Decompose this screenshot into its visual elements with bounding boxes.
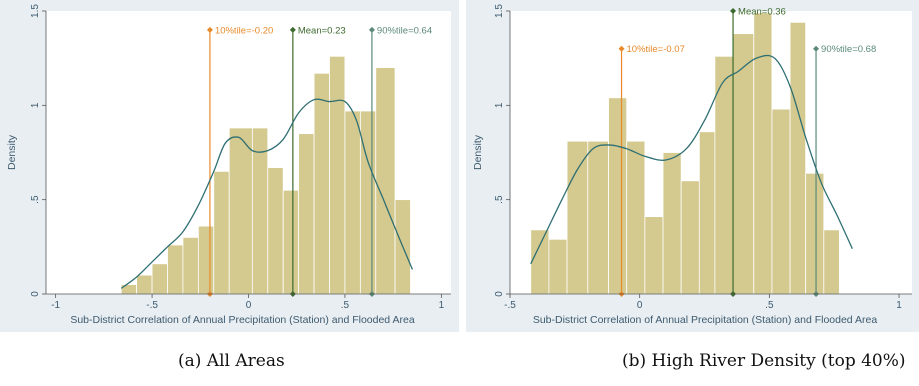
reference-label-p10: 10%tile=-0.20 <box>215 25 273 36</box>
y-tick-label: 1 <box>494 102 505 108</box>
histogram-bar <box>530 229 550 295</box>
reference-label-mean: Mean=0.36 <box>738 7 786 18</box>
histogram-bar <box>644 216 664 295</box>
histogram-bar <box>771 108 791 295</box>
histogram-bar <box>228 127 253 295</box>
x-axis-label: Sub-District Correlation of Annual Preci… <box>533 314 878 326</box>
histogram-bar <box>313 72 330 295</box>
histogram-chart-a: 10%tile=-0.20 Mean=0.23 90%tile=0.64 0 .5 1 1.… <box>0 0 459 332</box>
x-tick-label: -1 <box>51 300 60 311</box>
histogram-chart-b: 10%tile=-0.07 Mean=0.36 90%tile=0.68 0 .5 1 1.… <box>466 0 919 332</box>
histogram-bar <box>359 110 377 295</box>
reference-label-p90: 90%tile=0.68 <box>821 44 876 55</box>
histogram-bar <box>344 110 361 295</box>
histogram-bar <box>197 225 215 295</box>
histogram-bar <box>789 21 807 295</box>
reference-label-p10: 10%tile=-0.07 <box>627 44 685 55</box>
x-tick-label: 0 <box>637 300 643 311</box>
histogram-bar <box>680 180 700 295</box>
y-tick-label: 1.5 <box>494 4 505 18</box>
bars <box>530 12 840 295</box>
reference-top-marker <box>206 26 213 33</box>
y-axis-label: Density <box>472 134 484 170</box>
caption-b: (b) High River Density (top 40%) <box>622 351 906 371</box>
reference-label-mean: Mean=0.23 <box>298 25 346 36</box>
histogram-bar <box>566 140 589 295</box>
histogram-bar <box>626 140 646 295</box>
y-tick-label: 1 <box>30 102 41 108</box>
x-tick-label: .5 <box>341 300 350 311</box>
histogram-bar <box>298 133 315 295</box>
histogram-panel-b: 10%tile=-0.07 Mean=0.36 90%tile=0.68 0 .5 1 1.… <box>466 0 919 340</box>
histogram-bar <box>329 55 346 295</box>
histogram-bar <box>251 127 269 295</box>
reference-label-p90: 90%tile=0.64 <box>377 25 432 36</box>
density-curve <box>120 98 414 289</box>
reference-top-marker <box>289 26 296 33</box>
histogram-bar <box>698 131 716 295</box>
reference-top-marker <box>368 26 375 33</box>
histogram-bar <box>805 172 825 295</box>
reference-top-marker <box>730 8 737 14</box>
histogram-bar <box>182 236 199 295</box>
histogram-bar <box>151 263 168 295</box>
y-tick-label: 0 <box>30 291 41 297</box>
reference-top-marker <box>618 45 625 52</box>
histogram-bar <box>587 140 609 295</box>
histogram-bar <box>136 274 153 295</box>
histogram-bar <box>267 167 284 295</box>
histogram-bar <box>213 170 230 295</box>
y-tick-label: .5 <box>30 195 41 204</box>
histogram-bar <box>375 67 396 295</box>
x-axis-label: Sub-District Correlation of Annual Preci… <box>70 314 415 326</box>
histogram-panel-a: 10%tile=-0.20 Mean=0.23 90%tile=0.64 0 .5 1 1.… <box>0 0 459 340</box>
histogram-bar <box>823 229 840 295</box>
y-axis-label: Density <box>6 134 18 170</box>
histogram-bar <box>608 97 628 295</box>
y-tick-label: 0 <box>494 291 505 297</box>
x-tick-label: -.5 <box>504 300 516 311</box>
histogram-bar <box>167 244 184 295</box>
x-tick-label: 1 <box>896 300 902 311</box>
caption-a: (a) All Areas <box>178 351 285 371</box>
histogram-bar <box>282 189 300 295</box>
x-tick-label: .5 <box>765 300 774 311</box>
y-tick-label: .5 <box>494 195 505 204</box>
density-curve <box>530 54 853 265</box>
x-tick-label: 0 <box>246 300 252 311</box>
reference-top-marker <box>813 45 820 52</box>
x-tick-label: -.5 <box>146 300 158 311</box>
histogram-bar <box>662 152 682 295</box>
histogram-bar <box>548 238 568 295</box>
x-tick-label: 1 <box>439 300 445 311</box>
y-tick-label: 1.5 <box>30 4 41 18</box>
